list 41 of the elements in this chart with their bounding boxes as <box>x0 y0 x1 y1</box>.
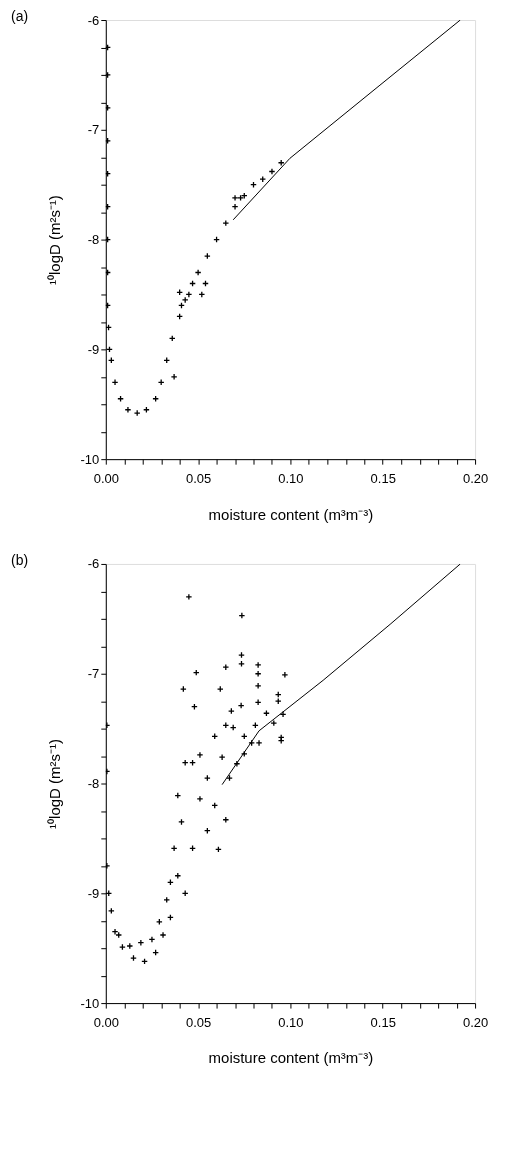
line-series <box>232 20 461 221</box>
point <box>222 219 230 227</box>
x-axis-title: moisture content (m³m⁻³) <box>208 505 374 523</box>
point <box>181 296 189 304</box>
x-tick-label: 0.05 <box>185 1014 212 1030</box>
point <box>133 409 141 417</box>
y-tick-label: -10 <box>80 451 100 467</box>
x-axis-title: moisture content (m³m⁻³) <box>208 1049 374 1067</box>
x-tick-label: 0.00 <box>93 470 119 486</box>
x-tick-label: 0.10 <box>278 470 304 486</box>
point <box>185 291 193 298</box>
y-axis-title: ¹⁰logD (m²s⁻¹) <box>45 739 63 829</box>
y-tick-label: -8 <box>87 232 100 248</box>
y-tick-label: -7 <box>87 122 100 138</box>
x-tick-label: 0.00 <box>93 1014 119 1030</box>
y-tick-label: -6 <box>87 12 100 28</box>
point <box>231 194 239 202</box>
point <box>231 203 239 211</box>
chart-title: (a) <box>10 8 29 25</box>
x-tick-label: 0.20 <box>462 470 489 486</box>
point <box>194 269 202 276</box>
x-tick-label: 0.15 <box>370 470 396 486</box>
line-series <box>221 563 461 786</box>
y-tick-label: -7 <box>87 666 100 682</box>
x-tick-label: 0.15 <box>370 1014 396 1030</box>
x-tick-label: 0.20 <box>462 1014 489 1030</box>
point <box>124 406 132 414</box>
point <box>203 252 211 260</box>
y-tick-label: -6 <box>87 556 100 572</box>
x-tick-label: 0.10 <box>278 1014 304 1030</box>
x-tick-label: 0.05 <box>185 470 212 486</box>
point <box>170 373 178 381</box>
y-tick-label: -9 <box>87 341 100 357</box>
y-axis-title: ¹⁰logD (m²s⁻¹) <box>45 195 63 285</box>
point <box>237 194 244 202</box>
point <box>268 168 276 175</box>
y-tick-label: -8 <box>87 776 100 792</box>
chart-title: (b) <box>10 551 29 568</box>
y-tick-label: -10 <box>80 995 100 1011</box>
y-tick-label: -9 <box>87 885 100 901</box>
point <box>111 378 119 386</box>
